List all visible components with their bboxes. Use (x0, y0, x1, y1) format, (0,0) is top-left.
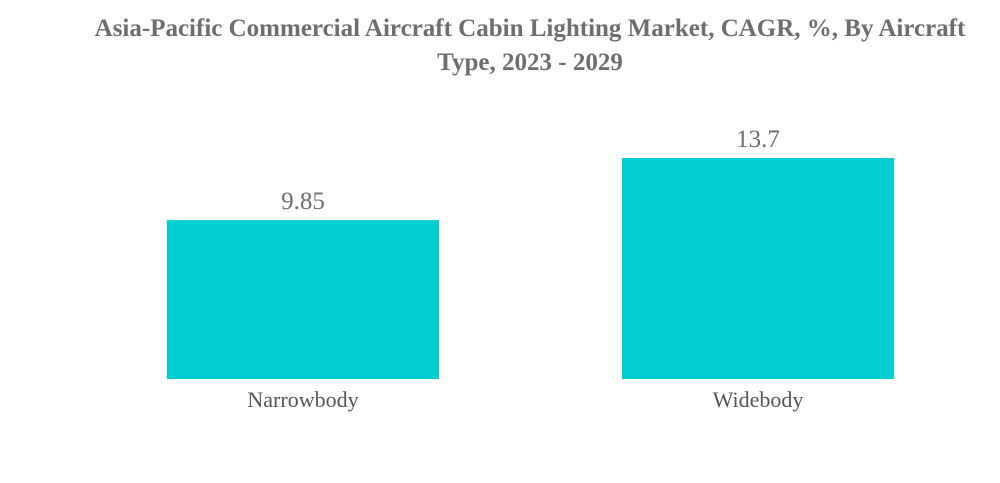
category-labels-group: Narrowbody Widebody (247, 387, 803, 412)
category-label-widebody: Widebody (713, 387, 804, 412)
value-label-narrowbody: 9.85 (281, 188, 325, 215)
value-label-widebody: 13.7 (736, 126, 780, 153)
bar-narrowbody (167, 220, 439, 379)
bars-group (167, 158, 894, 379)
chart-title: Asia-Pacific Commercial Aircraft Cabin L… (94, 15, 966, 76)
bar-widebody (622, 158, 894, 379)
category-label-narrowbody: Narrowbody (247, 387, 358, 412)
value-labels-group: 9.85 13.7 (281, 126, 780, 215)
